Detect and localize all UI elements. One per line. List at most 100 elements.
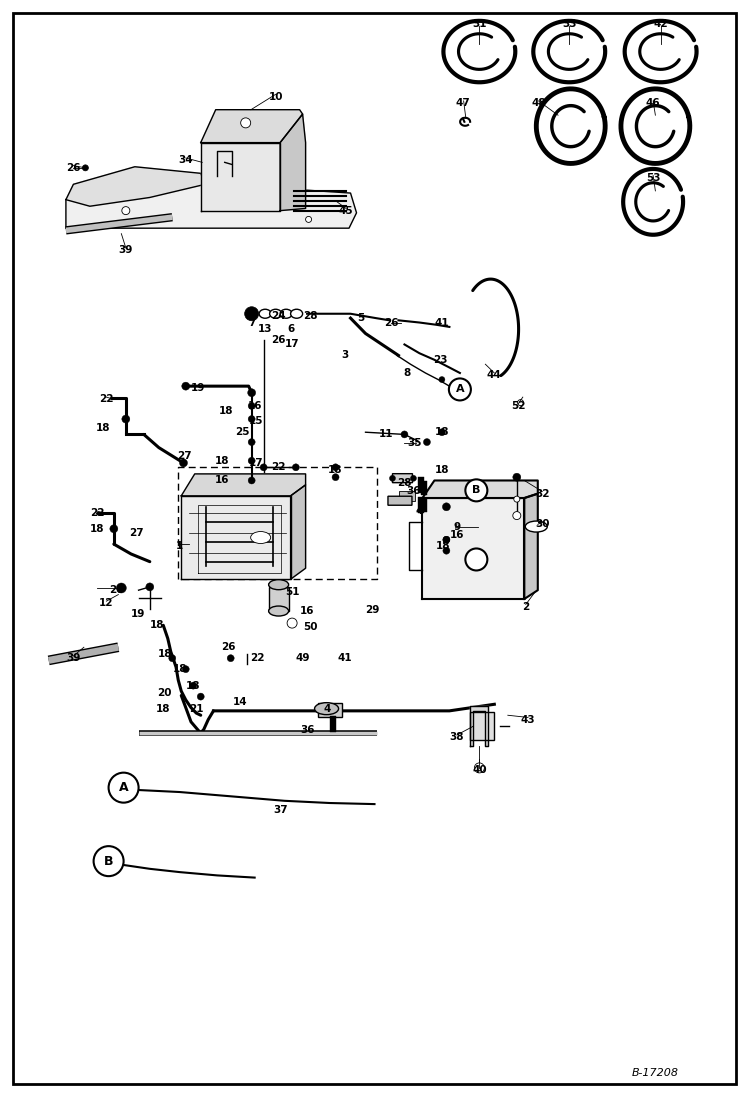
Circle shape <box>292 464 300 471</box>
Polygon shape <box>181 474 306 496</box>
Circle shape <box>401 431 408 438</box>
Text: 12: 12 <box>99 598 114 609</box>
Text: B-17208: B-17208 <box>632 1067 679 1078</box>
Text: 32: 32 <box>535 488 550 499</box>
Text: 22: 22 <box>99 394 114 405</box>
Circle shape <box>227 655 234 661</box>
Circle shape <box>443 536 450 543</box>
Polygon shape <box>422 480 538 498</box>
Text: 24: 24 <box>271 310 286 321</box>
Circle shape <box>332 464 339 471</box>
Circle shape <box>94 846 124 877</box>
Text: 27: 27 <box>177 451 192 462</box>
Text: 26: 26 <box>383 317 398 328</box>
Circle shape <box>260 464 267 471</box>
Circle shape <box>116 583 127 593</box>
Circle shape <box>245 307 258 320</box>
Text: 18: 18 <box>150 620 165 631</box>
Bar <box>418 477 424 493</box>
Ellipse shape <box>251 532 270 543</box>
Text: B: B <box>104 855 113 868</box>
Text: 45: 45 <box>339 205 354 216</box>
Circle shape <box>449 378 471 400</box>
Circle shape <box>169 655 176 661</box>
Text: 10: 10 <box>268 91 283 102</box>
Text: 43: 43 <box>521 714 536 725</box>
Text: 2: 2 <box>522 601 530 612</box>
Text: 18: 18 <box>328 464 343 475</box>
Polygon shape <box>181 496 291 579</box>
Text: 39: 39 <box>118 245 133 256</box>
Circle shape <box>306 216 312 223</box>
Circle shape <box>122 415 130 423</box>
Text: 49: 49 <box>295 653 310 664</box>
Text: 20: 20 <box>157 688 172 699</box>
Text: 28: 28 <box>303 310 318 321</box>
Circle shape <box>443 547 450 554</box>
Circle shape <box>122 206 130 215</box>
Text: 16: 16 <box>449 530 464 541</box>
Text: 26: 26 <box>221 642 236 653</box>
Text: 18: 18 <box>434 464 449 475</box>
Text: 18: 18 <box>436 541 451 552</box>
Circle shape <box>518 399 524 406</box>
Text: 34: 34 <box>178 155 193 166</box>
Circle shape <box>443 536 450 543</box>
Text: 22: 22 <box>250 653 265 664</box>
Text: 23: 23 <box>433 354 448 365</box>
Circle shape <box>197 693 204 700</box>
Bar <box>269 587 288 611</box>
Polygon shape <box>201 110 303 143</box>
Text: 40: 40 <box>472 765 487 776</box>
Text: 4: 4 <box>417 484 425 495</box>
Polygon shape <box>66 178 357 228</box>
Text: 36: 36 <box>300 724 315 735</box>
Text: 6: 6 <box>287 324 294 335</box>
Text: 22: 22 <box>90 508 105 519</box>
Text: 18: 18 <box>219 406 234 417</box>
Text: 16: 16 <box>214 475 229 486</box>
Text: 18: 18 <box>90 523 105 534</box>
Circle shape <box>513 511 521 520</box>
Text: 18: 18 <box>186 680 201 691</box>
Circle shape <box>182 666 189 672</box>
Text: 47: 47 <box>455 98 470 109</box>
Text: 50: 50 <box>303 622 318 633</box>
Text: 46: 46 <box>646 98 661 109</box>
Bar <box>421 498 427 511</box>
Text: 15: 15 <box>249 416 264 427</box>
Text: 26: 26 <box>66 162 81 173</box>
Text: 39: 39 <box>66 653 81 664</box>
Text: 31: 31 <box>472 19 487 30</box>
Text: 22: 22 <box>271 462 286 473</box>
Circle shape <box>248 388 255 397</box>
Text: 4: 4 <box>324 703 331 714</box>
Text: A: A <box>455 384 464 395</box>
Circle shape <box>240 117 251 128</box>
Text: 51: 51 <box>285 587 300 598</box>
Circle shape <box>439 376 445 383</box>
Text: 4: 4 <box>416 506 423 517</box>
Polygon shape <box>66 167 205 206</box>
Text: 18: 18 <box>214 455 229 466</box>
Circle shape <box>182 382 189 391</box>
Circle shape <box>82 165 88 171</box>
Polygon shape <box>201 143 280 211</box>
Circle shape <box>474 762 485 773</box>
Polygon shape <box>291 485 306 579</box>
Text: 16: 16 <box>300 606 315 617</box>
Text: 37: 37 <box>273 804 288 815</box>
Polygon shape <box>422 498 524 599</box>
Circle shape <box>423 439 431 445</box>
Text: 30: 30 <box>535 519 550 530</box>
Circle shape <box>465 548 488 570</box>
FancyBboxPatch shape <box>388 496 412 506</box>
Text: 9: 9 <box>453 521 461 532</box>
Circle shape <box>248 403 255 409</box>
Text: 44: 44 <box>487 370 502 381</box>
Text: 33: 33 <box>562 19 577 30</box>
Bar <box>418 497 424 512</box>
Circle shape <box>410 475 416 482</box>
Circle shape <box>248 439 255 445</box>
Text: 17: 17 <box>249 457 264 468</box>
